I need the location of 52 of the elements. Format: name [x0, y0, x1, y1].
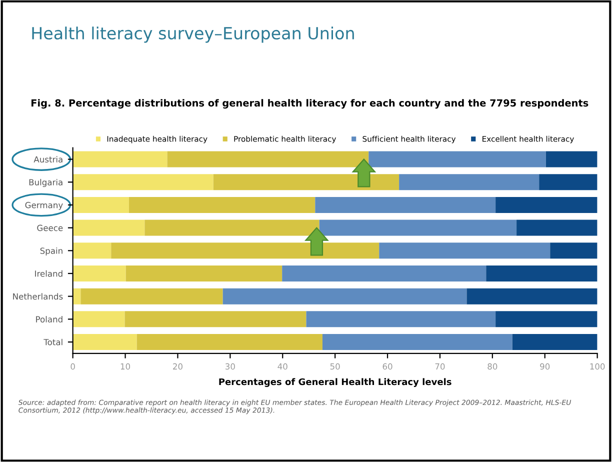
- bar: [72, 174, 214, 190]
- bar: [546, 151, 598, 168]
- bar: [322, 334, 512, 350]
- bar: [516, 220, 598, 236]
- bar: [72, 311, 125, 328]
- bar: [496, 311, 598, 328]
- bar: [72, 220, 145, 236]
- bar: [72, 334, 137, 350]
- bar: [72, 242, 112, 259]
- y-tick-label: Spain: [40, 247, 62, 256]
- x-tick-label: 40: [278, 363, 288, 370]
- x-tick-label: 50: [330, 363, 340, 370]
- bar: [128, 196, 316, 213]
- bar: [126, 265, 282, 282]
- x-tick-label: 10: [120, 363, 130, 370]
- bar: [222, 288, 467, 304]
- bar: [282, 265, 486, 282]
- bar: [399, 174, 540, 190]
- bar: [72, 151, 168, 168]
- bar: [136, 334, 322, 350]
- bar: [550, 242, 598, 259]
- x-tick-label: 70: [435, 363, 445, 370]
- y-tick-label: Bulgaria: [29, 178, 62, 188]
- y-tick-label: Netherlands: [13, 293, 63, 300]
- chart-title: Health literacy survey–European Union: [32, 26, 354, 43]
- bar: [124, 311, 306, 328]
- y-tick-label: Poland: [36, 316, 62, 322]
- bar: [306, 311, 496, 328]
- bar: [72, 196, 129, 213]
- bar: [80, 288, 223, 304]
- x-tick-label: 90: [540, 363, 550, 370]
- y-tick-label: Austria: [34, 156, 62, 163]
- bar: [315, 196, 496, 213]
- bar: [466, 288, 598, 304]
- x-tick-label: 0: [70, 363, 75, 370]
- y-tick-label: Ireland: [35, 270, 62, 277]
- x-tick-label: 20: [173, 363, 182, 370]
- bar: [496, 196, 598, 213]
- x-tick-label: 80: [488, 363, 498, 370]
- x-tick-label: 60: [382, 363, 392, 370]
- bar: [486, 265, 598, 282]
- chart-subtitle: Fig. 8. Percentage distributions of general health literacy for each country and the 7795 respondents: [31, 99, 588, 109]
- bar: [379, 242, 550, 259]
- y-tick-label: Total: [44, 338, 62, 346]
- y-tick-label: Germany: [25, 202, 63, 210]
- y-tick-label: Geece: [37, 224, 63, 232]
- x-tick-label: 30: [226, 363, 235, 370]
- bar: [512, 334, 598, 350]
- bar: [72, 265, 126, 282]
- x-axis-title: Percentages of General Health Literacy levels: [219, 378, 452, 387]
- bar: [539, 174, 598, 190]
- x-tick-label: 100: [590, 363, 605, 370]
